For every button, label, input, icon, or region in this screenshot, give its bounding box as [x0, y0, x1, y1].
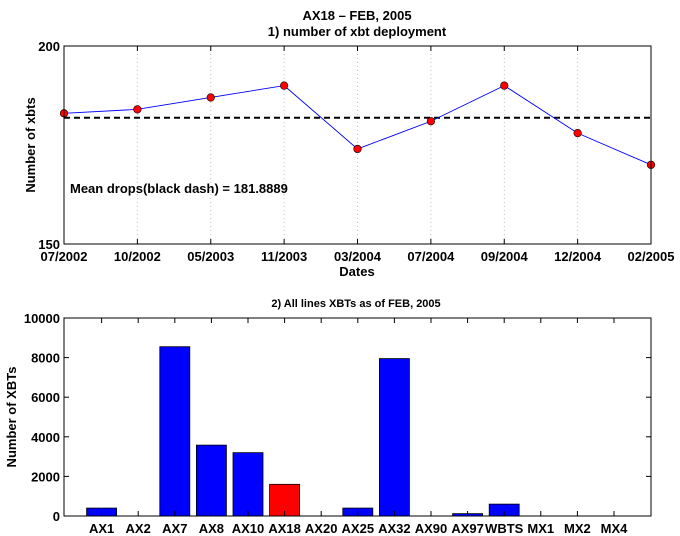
- bar-ax18: [269, 483, 301, 517]
- line-chart-grid: [136, 46, 579, 244]
- data-point: [206, 93, 215, 102]
- x-tick-label: 09/2004: [481, 249, 529, 264]
- bar-ax8: [195, 444, 227, 517]
- line-chart-subtitle: 1) number of xbt deployment: [268, 24, 447, 39]
- y-tick-label: 2000: [31, 469, 60, 484]
- bar-chart-y-ticks: 0 2000 4000 6000 8000 10000: [24, 311, 651, 524]
- x-tick-label: AX97: [451, 521, 484, 536]
- mean-annotation: Mean drops(black dash) = 181.8889: [70, 181, 288, 196]
- line-chart-x-ticks: 07/2002 10/2002 05/2003 11/2003 03/2004 07/20…: [41, 46, 675, 264]
- x-tick-label: AX8: [199, 521, 224, 536]
- x-tick-label: 03/2004: [334, 249, 382, 264]
- data-point: [573, 129, 582, 138]
- y-tick-label: 0: [53, 509, 60, 524]
- line-chart-title: AX18 – FEB, 2005: [302, 8, 411, 23]
- bar-chart-x-ticks: AX1 AX2 AX7 AX8 AX10 AX18 AX20 AX25 AX32 AX90 AX97…: [89, 318, 628, 536]
- line-chart-y-ticks: 150 200: [38, 39, 651, 252]
- bar-ax7: [159, 346, 191, 517]
- x-tick-label: 12/2004: [554, 249, 602, 264]
- data-point: [426, 117, 435, 126]
- bar-chart-y-label: Number of XBTs: [4, 367, 19, 468]
- x-tick-label: 10/2002: [114, 249, 161, 264]
- x-tick-label: 07/2002: [41, 249, 88, 264]
- y-tick-label: 4000: [31, 430, 60, 445]
- x-tick-label: 05/2003: [187, 249, 234, 264]
- x-tick-label: AX32: [378, 521, 411, 536]
- y-tick-label: 10000: [24, 311, 60, 326]
- x-tick-label: MX1: [527, 521, 554, 536]
- x-tick-label: AX20: [305, 521, 338, 536]
- bar-ax32: [378, 358, 410, 517]
- x-tick-label: 02/2005: [628, 249, 675, 264]
- x-tick-label: AX2: [126, 521, 151, 536]
- bar-ax10: [232, 452, 264, 517]
- y-tick-label: 6000: [31, 390, 60, 405]
- x-tick-label: MX2: [564, 521, 591, 536]
- x-tick-label: AX90: [415, 521, 448, 536]
- x-tick-label: MX4: [601, 521, 629, 536]
- x-tick-label: AX7: [162, 521, 187, 536]
- x-tick-label: AX25: [342, 521, 375, 536]
- bar-chart-title: 2) All lines XBTs as of FEB, 2005: [271, 298, 440, 310]
- x-tick-label: AX1: [89, 521, 114, 536]
- bar-chart-axes-box: [63, 317, 652, 517]
- data-point: [280, 81, 289, 90]
- line-chart: AX18 – FEB, 2005 1) number of xbt deploy…: [23, 8, 675, 279]
- y-tick-label: 200: [38, 39, 60, 54]
- x-tick-label: AX18: [268, 521, 301, 536]
- x-tick-label: WBTS: [485, 521, 524, 536]
- x-tick-label: 11/2003: [261, 249, 307, 264]
- y-tick-label: 8000: [31, 351, 60, 366]
- data-point: [500, 81, 509, 90]
- data-point: [133, 105, 142, 114]
- line-chart-y-label: Number of xbts: [23, 97, 38, 192]
- y-tick-label: 150: [38, 237, 60, 252]
- bar-series: [86, 346, 520, 517]
- x-tick-label: AX10: [232, 521, 265, 536]
- x-tick-label: 07/2004: [407, 249, 455, 264]
- line-chart-x-label: Dates: [339, 264, 374, 279]
- bar-chart: 2) All lines XBTs as of FEB, 2005 AX1 AX2…: [4, 298, 652, 536]
- data-point: [353, 144, 362, 154]
